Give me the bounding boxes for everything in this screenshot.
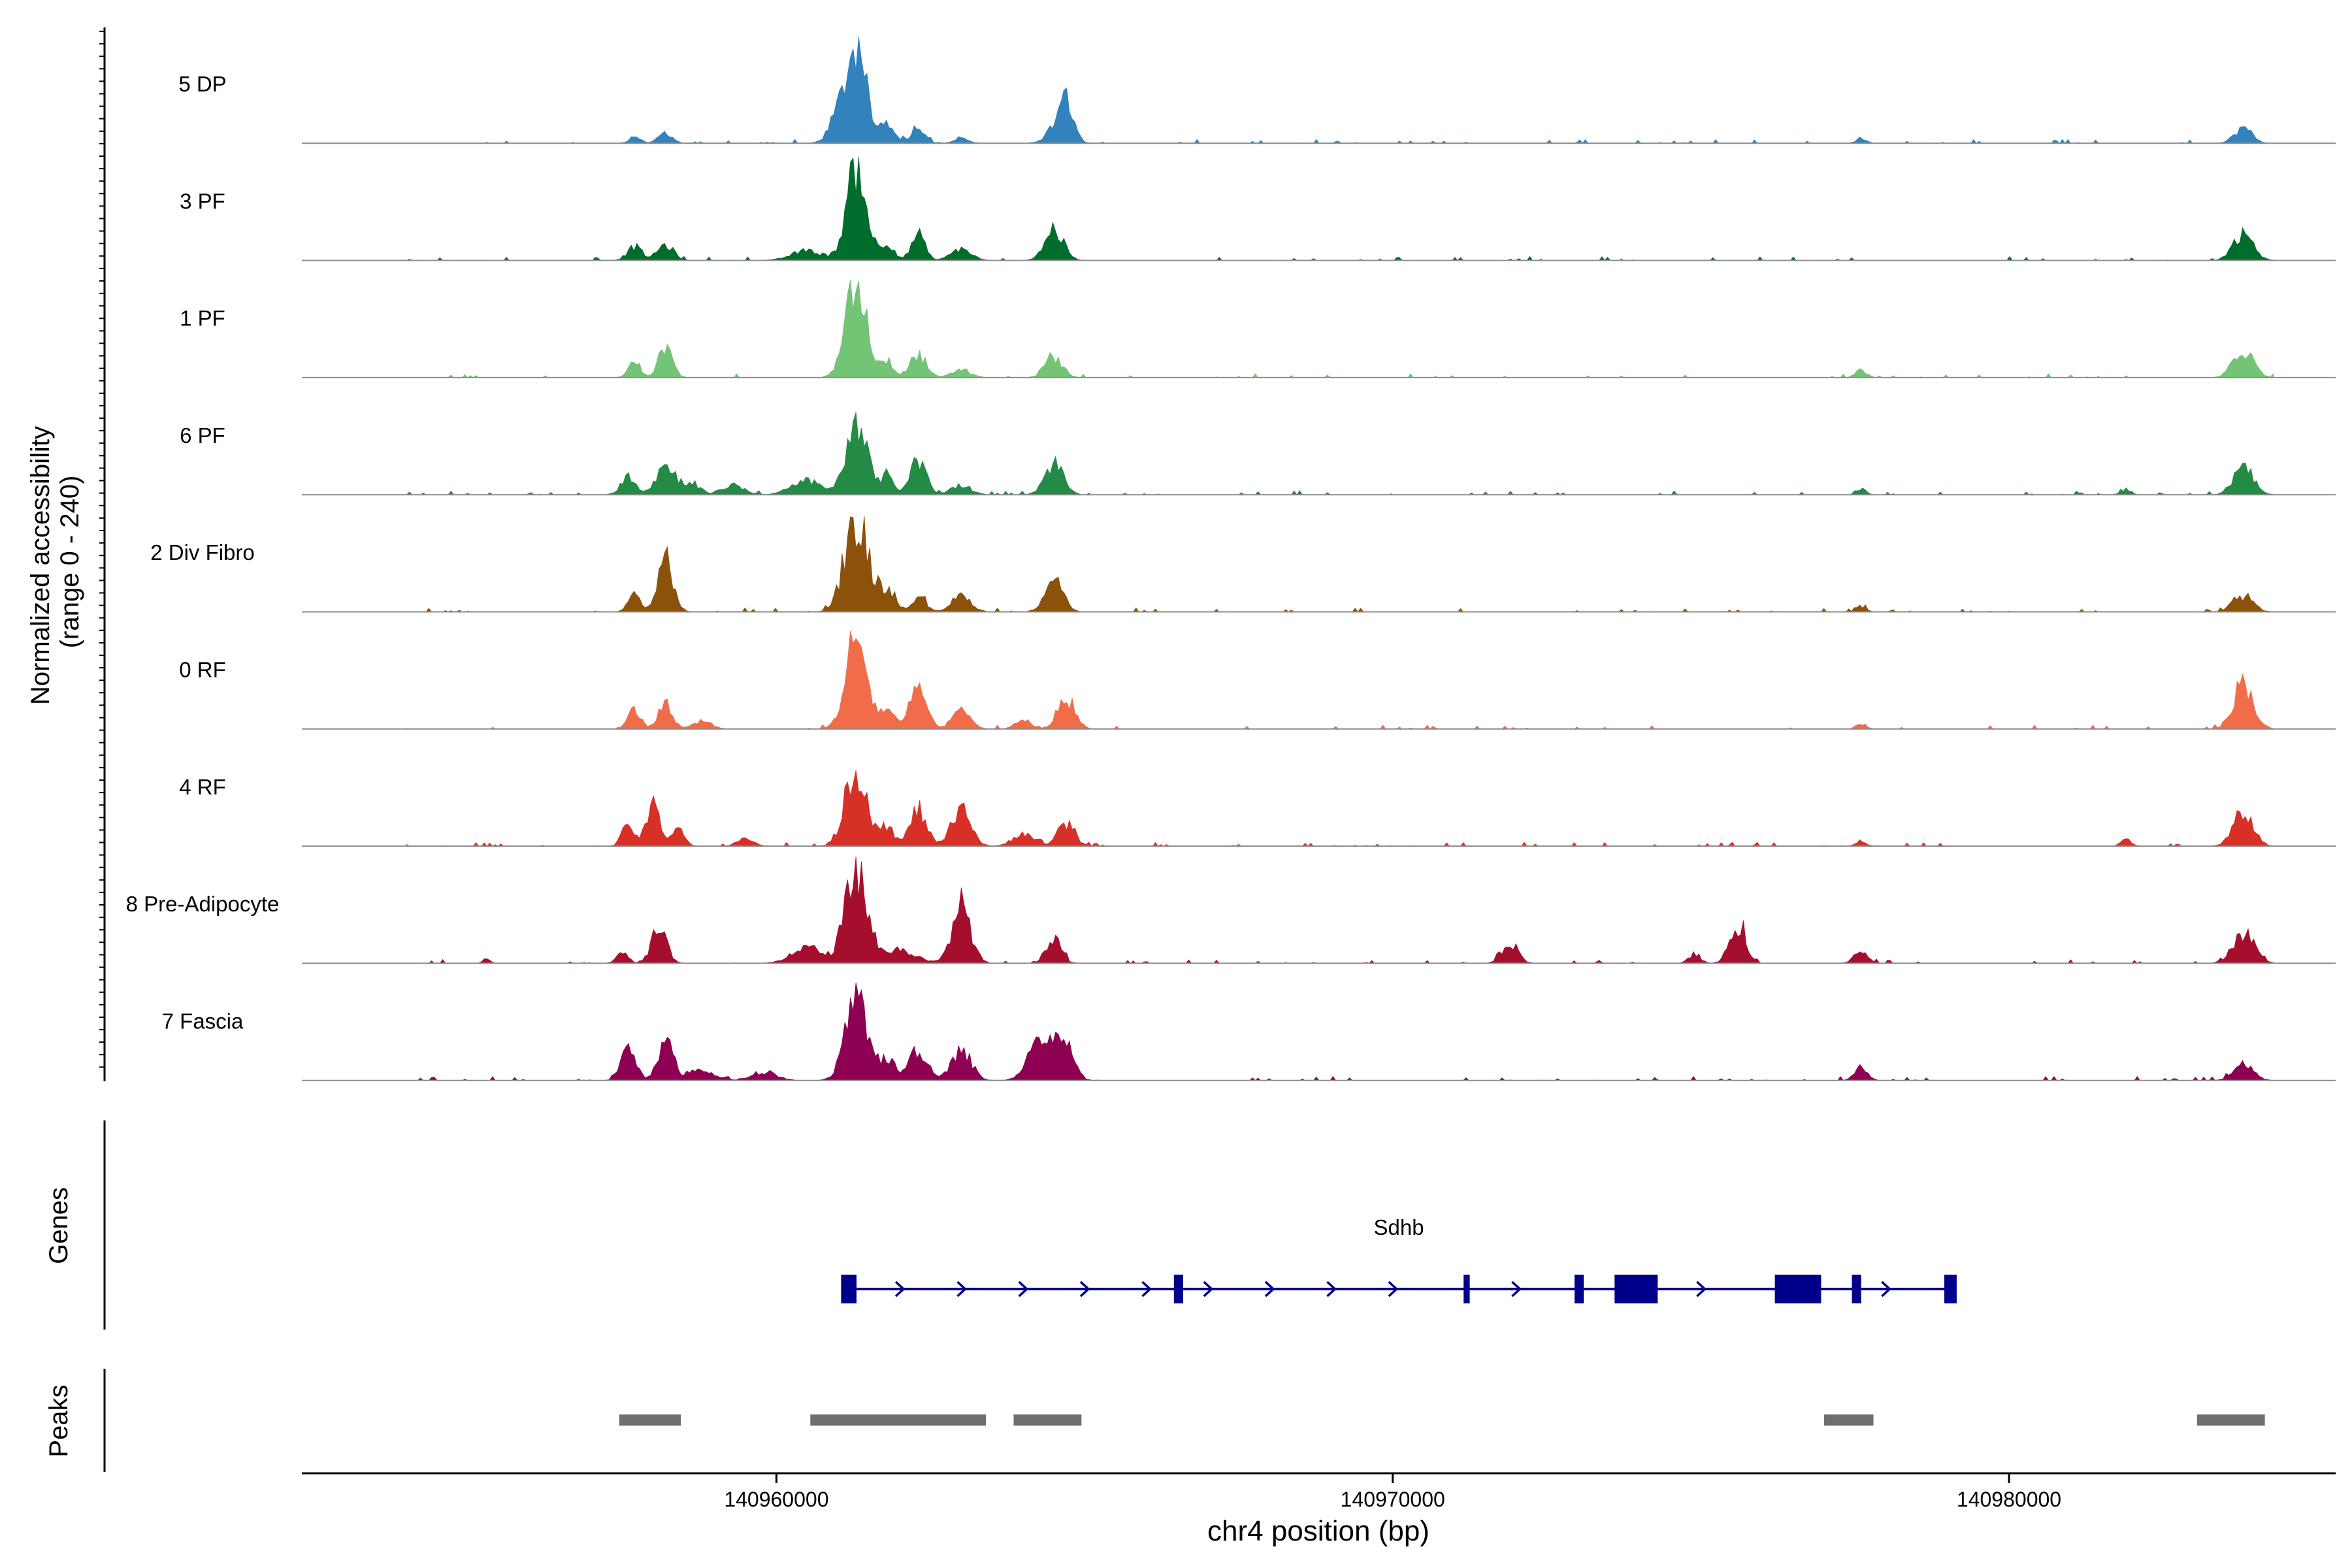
exon-block: [1852, 1275, 1861, 1303]
track-label: 7 Fascia: [162, 1009, 244, 1033]
track-5-dp: 5 DP: [178, 37, 2336, 144]
track-label: 5 DP: [178, 72, 226, 96]
track-label: 1 PF: [180, 306, 225, 331]
exon-block: [841, 1275, 857, 1303]
peak-region-bar: [810, 1414, 987, 1426]
coverage-area: [406, 982, 2274, 1081]
exon-block: [1774, 1275, 1821, 1303]
strand-arrow: [1264, 1281, 1275, 1298]
peak-region-bar: [2197, 1414, 2265, 1426]
strand-arrow: [956, 1281, 967, 1298]
coverage-area: [406, 515, 2274, 613]
strand-arrow: [1881, 1281, 1891, 1298]
y-axis-title-line1: Normalized accessibility: [26, 426, 55, 705]
track-3-pf: 3 PF: [180, 157, 2336, 261]
gene-model-sdhb: Sdhb: [841, 1215, 1957, 1303]
coverage-area: [406, 630, 2276, 730]
coverage-area: [406, 157, 2274, 261]
y-axis-title: Normalized accessibility (range 0 - 240): [26, 419, 84, 705]
strand-arrow: [894, 1281, 906, 1298]
track-label: 6 PF: [180, 423, 225, 448]
peak-region-bar: [1824, 1414, 1874, 1426]
x-axis-title: chr4 position (bp): [1207, 1515, 1429, 1547]
track-label: 4 RF: [179, 775, 226, 799]
strand-arrow: [1511, 1281, 1522, 1298]
track-4-rf: 4 RF: [179, 770, 2336, 847]
track-6-pf: 6 PF: [180, 412, 2336, 496]
coverage-area: [406, 280, 2275, 378]
strand-arrow: [1388, 1281, 1399, 1298]
y-axis-title-line2: (range 0 - 240): [56, 476, 84, 649]
peak-region-bar: [619, 1414, 681, 1426]
genes-axis-title: Genes: [44, 1187, 73, 1264]
x-tick-label: 140970000: [1341, 1488, 1445, 1511]
track-7-fascia: 7 Fascia: [162, 982, 2336, 1081]
coverage-area: [406, 770, 2274, 847]
y-axis-ticks: [99, 27, 106, 1081]
strand-arrow: [1141, 1281, 1152, 1298]
coverage-area: [406, 857, 2276, 964]
track-label: 2 Div Fibro: [150, 540, 255, 564]
track-2-div-fibro: 2 Div Fibro: [150, 515, 2336, 613]
strand-arrow: [1203, 1281, 1214, 1298]
gene-name-label: Sdhb: [1374, 1215, 1424, 1239]
exon-block: [1173, 1275, 1183, 1303]
track-0-rf: 0 RF: [179, 630, 2336, 730]
x-tick-label: 140960000: [724, 1488, 828, 1511]
track-1-pf: 1 PF: [180, 280, 2336, 378]
exon-block: [1463, 1275, 1470, 1303]
track-label: 8 Pre-Adipocyte: [126, 892, 280, 916]
x-axis-ticks: 140960000 140970000 140980000: [724, 1473, 2061, 1511]
track-8-pre-adipocyte: 8 Pre-Adipocyte: [126, 857, 2336, 964]
strand-arrow: [1018, 1281, 1029, 1298]
track-label: 3 PF: [180, 189, 225, 213]
strand-arrow: [1326, 1281, 1337, 1298]
track-label: 0 RF: [179, 658, 226, 682]
peak-region-bar: [1013, 1414, 1082, 1426]
strand-arrow: [1079, 1281, 1090, 1298]
coverage-area: [406, 412, 2274, 495]
strand-arrow: [1696, 1281, 1707, 1298]
coverage-tracks: 5 DP 3 PF 1 PF 6 PF 2 Div Fibro 0 RF 4 RF 8 Pre…: [126, 37, 2336, 1081]
coverage-area: [406, 37, 2274, 144]
peaks-axis-title: Peaks: [44, 1384, 73, 1457]
peak-regions: [619, 1414, 2265, 1426]
exon-block: [1614, 1275, 1658, 1303]
exon-block: [1944, 1275, 1957, 1303]
x-tick-label: 140980000: [1957, 1488, 2061, 1511]
exon-block: [1575, 1275, 1584, 1303]
